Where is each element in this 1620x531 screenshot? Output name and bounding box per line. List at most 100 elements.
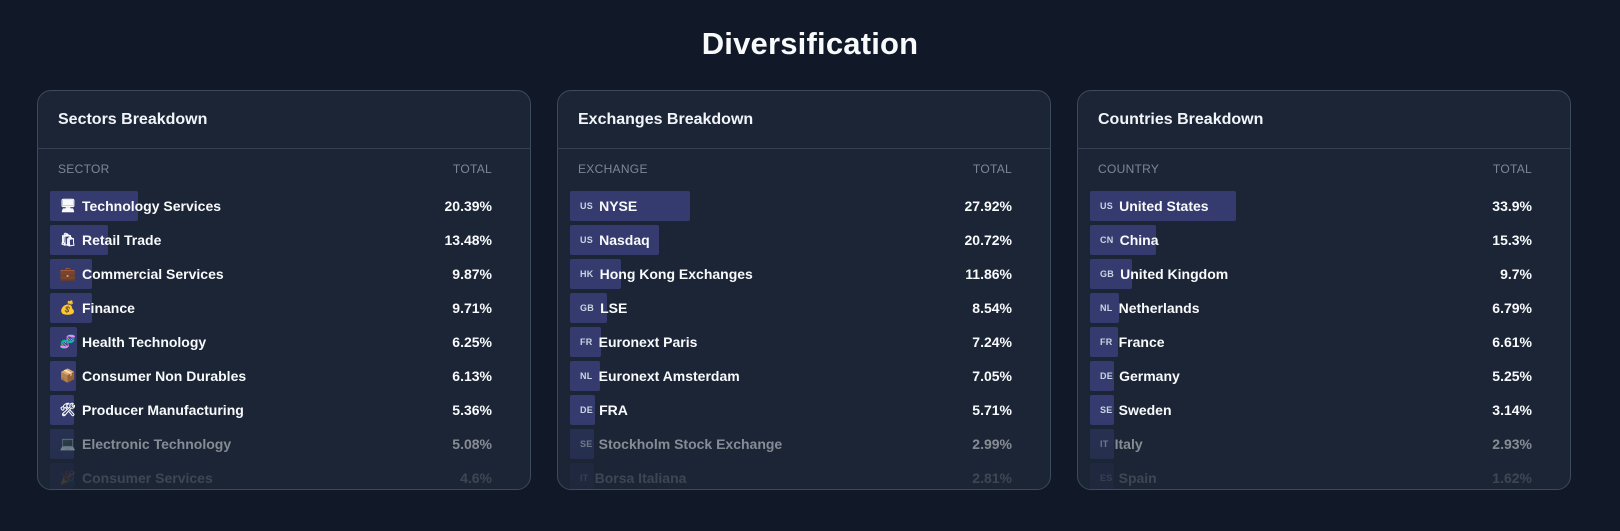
share-bar xyxy=(570,429,594,459)
item-name: DE FRA xyxy=(570,402,628,418)
item-total: 20.72% xyxy=(964,232,1012,248)
item-total: 2.93% xyxy=(1492,436,1532,452)
item-total: 5.71% xyxy=(972,402,1012,418)
list-item[interactable]: SE Sweden 3.14% xyxy=(1090,393,1532,427)
list-item[interactable]: CN China 15.3% xyxy=(1090,223,1532,257)
item-name: IT Borsa Italiana xyxy=(570,470,686,486)
share-bar xyxy=(570,361,601,391)
breakdown-cards: Sectors Breakdown SECTOR TOTAL 🖥 Technolo… xyxy=(37,90,1573,490)
share-bar xyxy=(1090,259,1132,289)
breakdown-list[interactable]: US NYSE 27.92% US Nasdaq 20.72% HK Hong Kong Ex… xyxy=(558,189,1050,489)
share-bar xyxy=(570,463,594,489)
item-label: Spain xyxy=(1118,470,1157,486)
share-bar xyxy=(1090,361,1114,391)
country-code: US xyxy=(1100,201,1114,211)
package-icon: 📦 xyxy=(59,368,77,383)
item-name: CN China xyxy=(1090,232,1159,248)
item-total: 7.05% xyxy=(972,368,1012,384)
column-total: TOTAL xyxy=(1492,162,1532,176)
share-bar xyxy=(1090,429,1114,459)
item-name: FR Euronext Paris xyxy=(570,334,697,350)
item-label: France xyxy=(1118,334,1165,350)
item-name: US United States xyxy=(1090,198,1209,214)
share-bar xyxy=(1090,225,1156,255)
item-total: 7.24% xyxy=(972,334,1012,350)
list-item[interactable]: 💻 Electronic Technology 5.08% xyxy=(50,427,492,461)
list-item[interactable]: IT Italy 2.93% xyxy=(1090,427,1532,461)
item-total: 11.86% xyxy=(965,266,1012,282)
desktop-icon: 🖥 xyxy=(59,198,77,213)
item-total: 5.08% xyxy=(452,436,492,452)
item-label: Netherlands xyxy=(1118,300,1200,316)
list-item[interactable]: 🧬 Health Technology 6.25% xyxy=(50,325,492,359)
share-bar xyxy=(50,361,77,391)
share-bar xyxy=(570,395,595,425)
share-bar xyxy=(1090,327,1119,357)
item-total: 6.79% xyxy=(1492,300,1532,316)
card-title: Sectors Breakdown xyxy=(38,91,530,149)
list-item[interactable]: GB LSE 8.54% xyxy=(570,291,1012,325)
list-item[interactable]: IT Borsa Italiana 2.81% xyxy=(570,461,1012,489)
item-label: Producer Manufacturing xyxy=(82,402,244,418)
money-bag-icon: 💰 xyxy=(59,300,77,315)
share-bar xyxy=(570,293,607,323)
list-item[interactable]: GB United Kingdom 9.7% xyxy=(1090,257,1532,291)
countries-card: Countries Breakdown COUNTRY TOTAL US Unit… xyxy=(1077,90,1571,490)
item-label: United States xyxy=(1119,198,1209,214)
list-item[interactable]: 🖥 Technology Services 20.39% xyxy=(50,189,492,223)
list-item[interactable]: ES Spain 1.62% xyxy=(1090,461,1532,489)
item-name: 🛍 Retail Trade xyxy=(50,232,162,248)
item-name: US Nasdaq xyxy=(570,232,650,248)
list-item[interactable]: NL Euronext Amsterdam 7.05% xyxy=(570,359,1012,393)
column-headers: EXCHANGE TOTAL xyxy=(558,149,1050,189)
item-label: Borsa Italiana xyxy=(594,470,687,486)
list-item[interactable]: US Nasdaq 20.72% xyxy=(570,223,1012,257)
item-name: 🖥 Technology Services xyxy=(50,198,221,214)
list-item[interactable]: DE FRA 5.71% xyxy=(570,393,1012,427)
item-name: NL Netherlands xyxy=(1090,300,1200,316)
list-item[interactable]: 💼 Commercial Services 9.87% xyxy=(50,257,492,291)
list-item[interactable]: FR Euronext Paris 7.24% xyxy=(570,325,1012,359)
item-name: FR France xyxy=(1090,334,1165,350)
list-item[interactable]: 🎉 Consumer Services 4.6% xyxy=(50,461,492,489)
column-label: SECTOR xyxy=(58,162,110,176)
column-total: TOTAL xyxy=(452,162,492,176)
item-label: Sweden xyxy=(1118,402,1172,418)
item-name: 💻 Electronic Technology xyxy=(50,436,231,452)
list-item[interactable]: 📦 Consumer Non Durables 6.13% xyxy=(50,359,492,393)
item-name: NL Euronext Amsterdam xyxy=(570,368,740,384)
item-total: 4.6% xyxy=(460,470,492,486)
breakdown-list[interactable]: 🖥 Technology Services 20.39% 🛍 Retail Trade 1… xyxy=(38,189,530,489)
item-total: 8.54% xyxy=(972,300,1012,316)
item-total: 6.61% xyxy=(1492,334,1532,350)
share-bar xyxy=(1090,191,1236,221)
card-title: Countries Breakdown xyxy=(1078,91,1570,149)
list-item[interactable]: US United States 33.9% xyxy=(1090,189,1532,223)
list-item[interactable]: 🛠 Producer Manufacturing 5.36% xyxy=(50,393,492,427)
list-item[interactable]: SE Stockholm Stock Exchange 2.99% xyxy=(570,427,1012,461)
item-label: China xyxy=(1119,232,1159,248)
list-item[interactable]: HK Hong Kong Exchanges 11.86% xyxy=(570,257,1012,291)
list-item[interactable]: NL Netherlands 6.79% xyxy=(1090,291,1532,325)
share-bar xyxy=(50,293,92,323)
country-code: NL xyxy=(1100,303,1113,313)
list-item[interactable]: FR France 6.61% xyxy=(1090,325,1532,359)
item-name: HK Hong Kong Exchanges xyxy=(570,266,753,282)
item-name: 💼 Commercial Services xyxy=(50,266,224,282)
item-name: GB United Kingdom xyxy=(1090,266,1228,282)
list-item[interactable]: US NYSE 27.92% xyxy=(570,189,1012,223)
country-code: SE xyxy=(1100,405,1113,415)
list-item[interactable]: 💰 Finance 9.71% xyxy=(50,291,492,325)
item-label: Commercial Services xyxy=(82,266,224,282)
share-bar xyxy=(570,225,660,255)
item-name: 💰 Finance xyxy=(50,300,135,316)
share-bar xyxy=(1090,395,1114,425)
item-name: GB LSE xyxy=(570,300,627,316)
list-item[interactable]: DE Germany 5.25% xyxy=(1090,359,1532,393)
country-code: US xyxy=(580,201,594,211)
breakdown-list[interactable]: US United States 33.9% CN China 15.3% GB United… xyxy=(1078,189,1570,489)
list-item[interactable]: 🛍 Retail Trade 13.48% xyxy=(50,223,492,257)
share-bar xyxy=(50,463,74,489)
country-code: IT xyxy=(580,473,589,483)
item-label: Hong Kong Exchanges xyxy=(599,266,753,282)
